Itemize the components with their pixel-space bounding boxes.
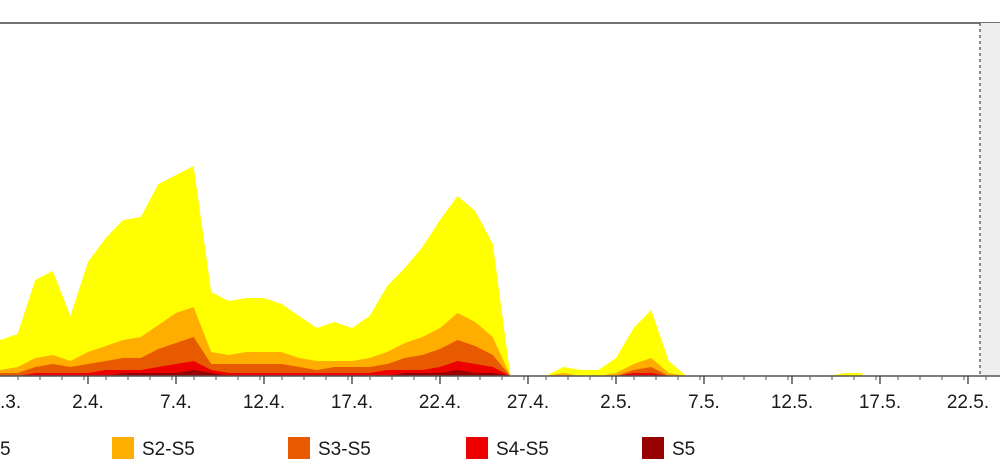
area-series-group <box>0 166 863 376</box>
x-axis: .3. 2.4. 7.4. 12.4. 17.4. 22.4. 27.4. 2.5. 7.5. 1… <box>0 375 1000 413</box>
legend-swatch <box>288 437 310 459</box>
x-tick-label: 22.4. <box>419 392 461 413</box>
x-tick-label: 2.5. <box>600 392 632 413</box>
legend-item-1: 5 <box>0 439 11 460</box>
x-tick-label: 17.4. <box>331 392 373 413</box>
area-series-5-s5 <box>0 370 863 376</box>
legend-label: S4-S5 <box>496 439 549 460</box>
x-tick-label: .3. <box>0 392 21 413</box>
area-series-2-s2-s5 <box>0 307 863 376</box>
legend-label: S5 <box>672 439 695 460</box>
legend-item-4: S4-S5 <box>466 437 549 460</box>
area-series-4-s4-s5 <box>0 361 863 376</box>
current-date-marker <box>979 23 1000 376</box>
x-tick-label: 7.4. <box>160 392 192 413</box>
legend-swatch <box>642 437 664 459</box>
legend-label: S3-S5 <box>318 439 371 460</box>
area-series-3-s3-s5 <box>0 337 863 376</box>
legend-swatch <box>466 437 488 459</box>
x-tick-label: 12.4. <box>243 392 285 413</box>
marker-band <box>980 23 1000 376</box>
legend: 5 S2-S5 S3-S5 S4-S5 S5 <box>0 437 695 460</box>
x-tick-label: 22.5. <box>947 392 989 413</box>
legend-item-5: S5 <box>642 437 695 460</box>
x-tick-label: 27.4. <box>507 392 549 413</box>
legend-label: S2-S5 <box>142 439 195 460</box>
x-tick-label: 2.4. <box>72 392 104 413</box>
legend-item-2: S2-S5 <box>112 437 195 460</box>
x-tick-label: 7.5. <box>688 392 720 413</box>
x-tick-label: 12.5. <box>771 392 813 413</box>
legend-item-3: S3-S5 <box>288 437 371 460</box>
legend-swatch <box>112 437 134 459</box>
legend-label: 5 <box>0 439 11 460</box>
x-tick-label: 17.5. <box>859 392 901 413</box>
area-series-1-s5 <box>0 166 863 376</box>
